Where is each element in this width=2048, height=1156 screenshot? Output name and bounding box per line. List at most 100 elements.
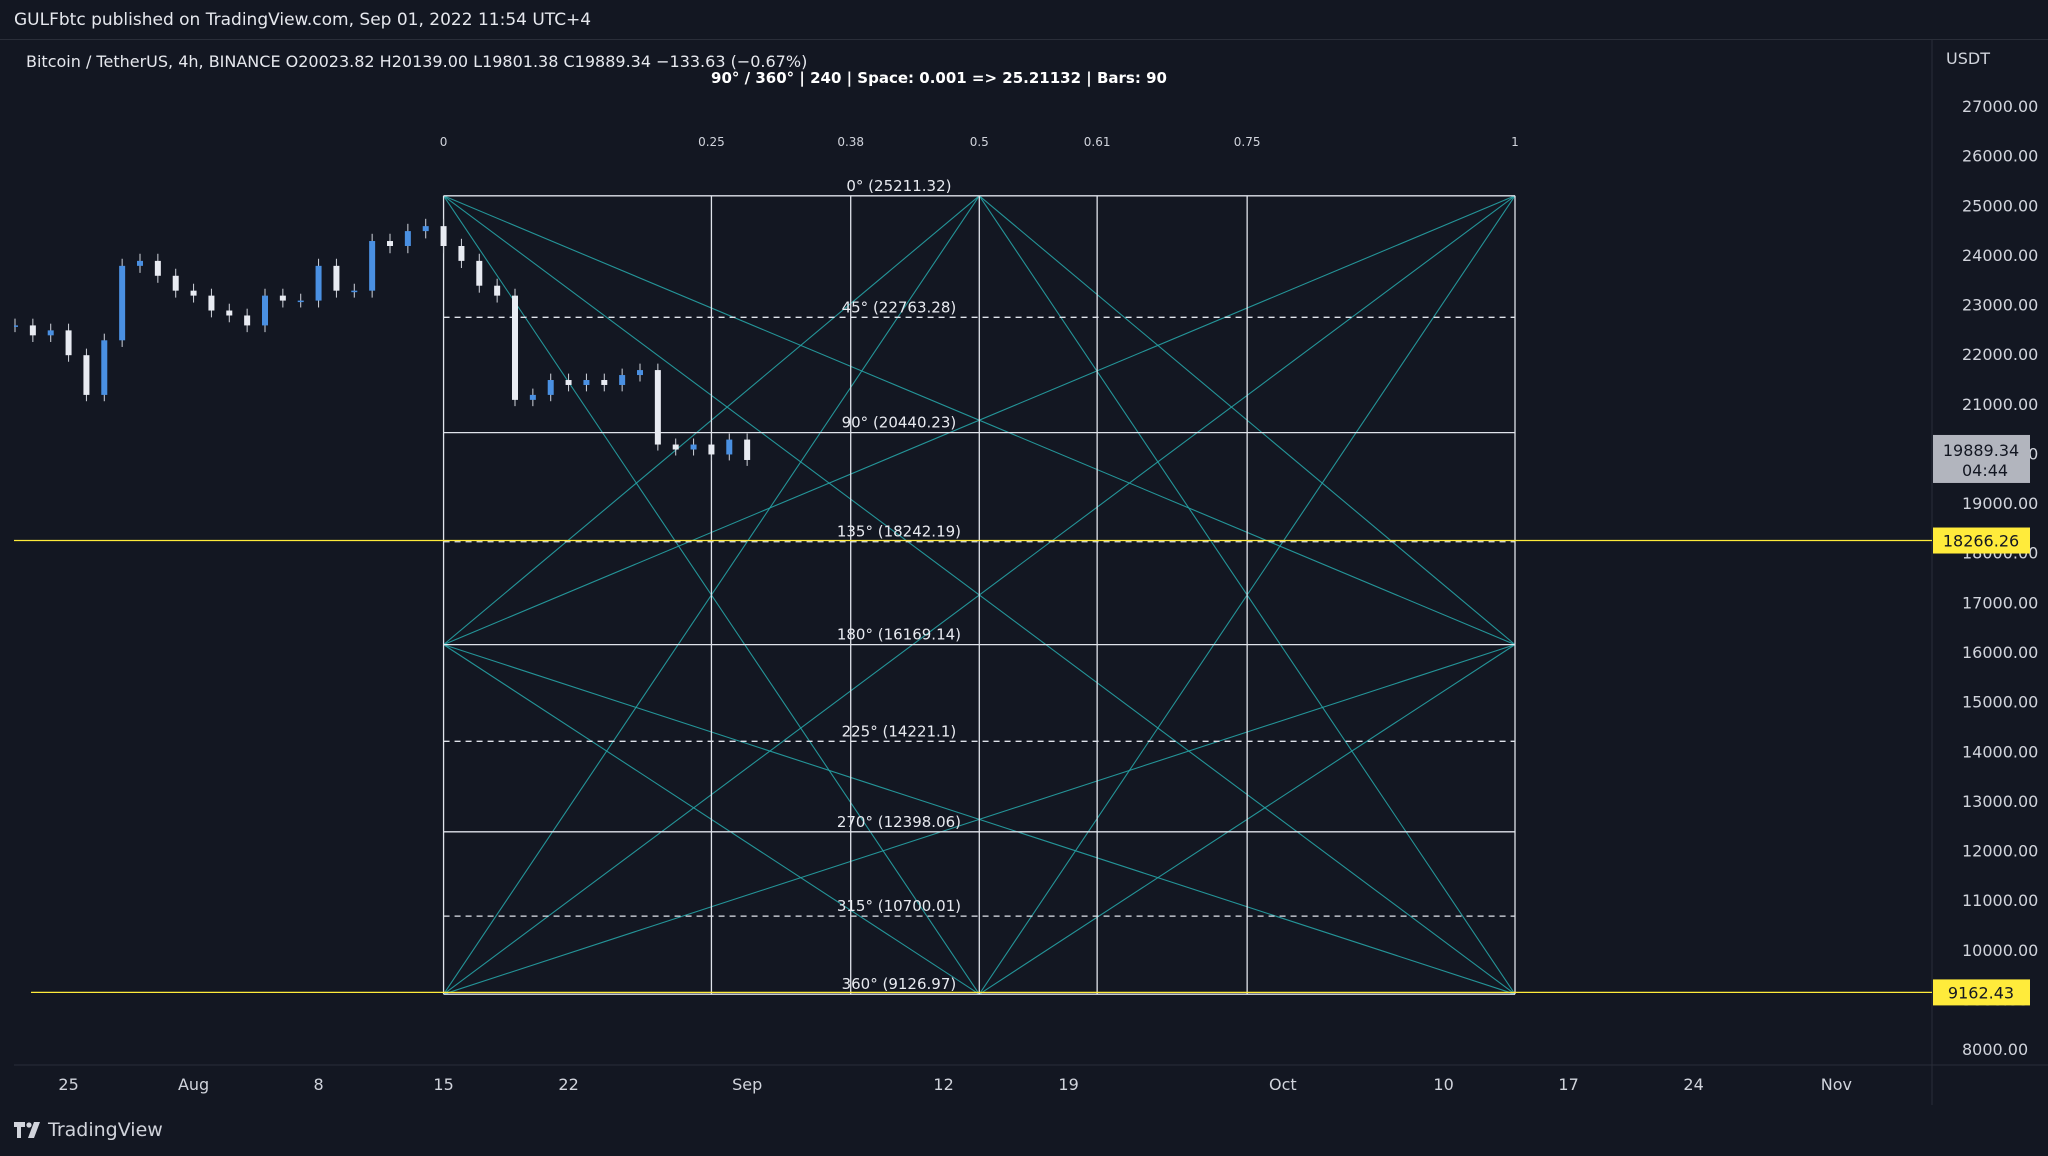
y-tick-label: 12000.00 bbox=[1962, 842, 2038, 861]
fib-level-label: 1 bbox=[1511, 135, 1519, 149]
candle-body bbox=[601, 380, 608, 385]
fib-level-label: 0.75 bbox=[1234, 135, 1261, 149]
gann-angle-label: 225° (14221.1) bbox=[842, 722, 957, 740]
gann-header: 90° / 360° | 240 | Space: 0.001 => 25.21… bbox=[711, 69, 1167, 88]
legend-part: L bbox=[473, 52, 482, 71]
candle-body bbox=[583, 380, 590, 385]
legend-part: 19889.34 bbox=[575, 52, 656, 71]
x-tick-label: 8 bbox=[313, 1075, 323, 1094]
gann-angle-label: 180° (16169.14) bbox=[837, 626, 961, 644]
y-tick-label: 13000.00 bbox=[1962, 792, 2038, 811]
legend-part: Bitcoin / TetherUS, 4h, BINANCE bbox=[26, 52, 286, 71]
y-tick-label: 19000.00 bbox=[1962, 494, 2038, 513]
candle-body bbox=[29, 325, 36, 336]
legend-part: −133.63 (−0.67%) bbox=[656, 52, 807, 71]
publish-bar: GULFbtc published on TradingView.com, Se… bbox=[0, 0, 2048, 40]
x-tick-label: Sep bbox=[732, 1075, 762, 1094]
candle-body bbox=[458, 245, 465, 261]
countdown: 04:44 bbox=[1962, 461, 2008, 480]
tradingview-logo[interactable]: TradingView bbox=[14, 1119, 163, 1141]
candle-body bbox=[262, 295, 268, 326]
y-tick-label: 8000.00 bbox=[1962, 1040, 2028, 1059]
y-tick-label: 27000.00 bbox=[1962, 97, 2038, 116]
x-tick-label: 12 bbox=[933, 1075, 953, 1094]
gann-angle-label: 0° (25211.32) bbox=[846, 177, 951, 195]
chart-svg[interactable]: 8000.009000.0010000.0011000.0012000.0013… bbox=[14, 40, 2048, 1105]
fib-level-label: 0.61 bbox=[1084, 135, 1111, 149]
gann-angle-label: 360° (9126.97) bbox=[842, 975, 957, 993]
candle-body bbox=[333, 265, 340, 291]
chart-area[interactable]: 8000.009000.0010000.0011000.0012000.0013… bbox=[14, 40, 2048, 1105]
gann-angle-label: 135° (18242.19) bbox=[837, 523, 961, 541]
y-tick-label: 10000.00 bbox=[1962, 941, 2038, 960]
candle-body bbox=[654, 370, 661, 445]
candle-body bbox=[208, 295, 215, 311]
candle-body bbox=[226, 310, 233, 316]
candle-body bbox=[672, 444, 679, 450]
candle-body bbox=[101, 340, 108, 395]
ohlc-legend: Bitcoin / TetherUS, 4h, BINANCE O20023.8… bbox=[26, 52, 807, 71]
price-line-badge bbox=[1933, 979, 2030, 1006]
candle-body bbox=[190, 290, 197, 296]
candle-body bbox=[47, 330, 54, 336]
brand-name: TradingView bbox=[48, 1119, 163, 1141]
candle-body bbox=[279, 295, 286, 301]
gann-angle-label: 315° (10700.01) bbox=[837, 897, 961, 915]
candle-body bbox=[726, 439, 733, 455]
legend-part: 20023.82 bbox=[298, 52, 379, 71]
y-tick-label: 23000.00 bbox=[1962, 296, 2038, 315]
candle-body bbox=[494, 285, 501, 296]
legend-part: 20139.00 bbox=[392, 52, 473, 71]
candle-body bbox=[440, 226, 447, 246]
tradingview-logo-icon bbox=[14, 1122, 40, 1138]
candle-body bbox=[529, 394, 536, 400]
y-tick-label: 16000.00 bbox=[1962, 643, 2038, 662]
legend-part: O bbox=[286, 52, 299, 71]
candle-body bbox=[172, 275, 179, 291]
gann-angle-label: 270° (12398.06) bbox=[837, 813, 961, 831]
fib-level-label: 0 bbox=[440, 135, 448, 149]
candle-body bbox=[154, 260, 161, 276]
candle-body bbox=[708, 444, 715, 455]
gann-angle-label: 90° (20440.23) bbox=[842, 414, 957, 432]
fib-level-label: 0.38 bbox=[837, 135, 864, 149]
candle-body bbox=[137, 260, 143, 266]
candle-body bbox=[315, 265, 322, 301]
legend-part: C bbox=[564, 52, 575, 71]
candle-body bbox=[547, 380, 554, 395]
price-line-badge bbox=[1933, 527, 2030, 554]
candle-body bbox=[65, 330, 72, 356]
x-tick-label: 22 bbox=[558, 1075, 578, 1094]
candle-body bbox=[14, 325, 18, 327]
x-tick-label: Nov bbox=[1821, 1075, 1852, 1094]
x-tick-label: 25 bbox=[58, 1075, 78, 1094]
y-tick-label: 21000.00 bbox=[1962, 395, 2038, 414]
footer: TradingView bbox=[0, 1105, 2048, 1156]
legend-part: 19801.38 bbox=[482, 52, 563, 71]
currency-label-bg bbox=[1933, 40, 2048, 70]
x-tick-label: Aug bbox=[178, 1075, 209, 1094]
y-tick-label: 25000.00 bbox=[1962, 196, 2038, 215]
y-tick-label: 26000.00 bbox=[1962, 147, 2038, 166]
candle-body bbox=[387, 241, 393, 246]
candle-body bbox=[297, 300, 304, 303]
candle-body bbox=[119, 265, 126, 341]
candle-body bbox=[512, 295, 518, 400]
candle-body bbox=[476, 260, 483, 286]
gann-angle-label: 45° (22763.28) bbox=[842, 298, 957, 316]
candle-body bbox=[369, 241, 376, 291]
price-line-badge-label: 9162.43 bbox=[1948, 983, 2014, 1002]
candle-body bbox=[690, 444, 697, 450]
current-price-value: 19889.34 bbox=[1943, 441, 2019, 460]
price-line-badge-label: 18266.26 bbox=[1943, 532, 2019, 551]
x-tick-label: 15 bbox=[433, 1075, 453, 1094]
currency-label: USDT bbox=[1946, 49, 1990, 68]
x-tick-label: 10 bbox=[1433, 1075, 1453, 1094]
fib-level-label: 0.25 bbox=[698, 135, 725, 149]
current-price-badge bbox=[1933, 434, 2030, 483]
y-tick-label: 22000.00 bbox=[1962, 345, 2038, 364]
y-tick-label: 24000.00 bbox=[1962, 246, 2038, 265]
candle-body bbox=[637, 370, 643, 376]
candle-body bbox=[83, 355, 90, 395]
legend-part: H bbox=[380, 52, 392, 71]
